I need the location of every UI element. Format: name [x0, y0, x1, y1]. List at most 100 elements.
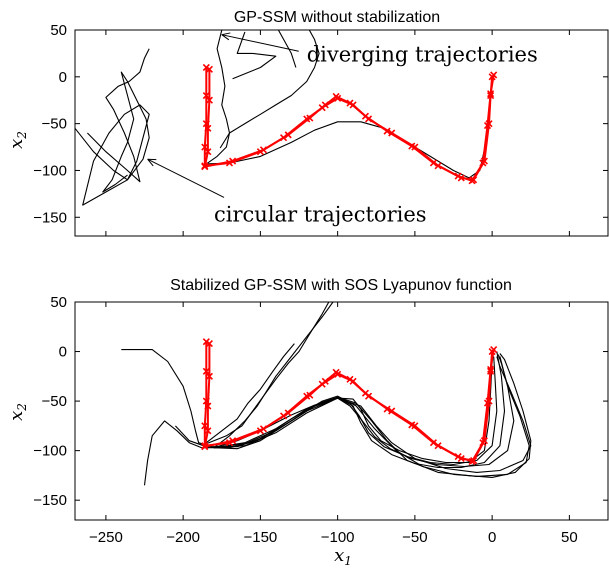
panel-bottom-plot-area: [121, 302, 532, 486]
series-demonstration-1: [203, 69, 495, 182]
marker-1-19: [483, 399, 492, 407]
ytick-label-4: −150: [33, 209, 67, 226]
marker-1-17: [468, 177, 476, 185]
panel-top-plot-area: [75, 30, 498, 206]
annotation-arrowhead-circular: [147, 158, 157, 167]
marker-1-15: [429, 439, 437, 447]
marker-1-16: [454, 453, 462, 461]
panel-bottom-frame: [74, 301, 609, 521]
marker-1-3: [204, 148, 212, 156]
marker-1-18: [479, 439, 487, 447]
xtick-label-4: −50: [402, 529, 427, 546]
marker-1-13: [383, 405, 391, 413]
marker-1-6: [259, 425, 268, 433]
ytick-label-0: 50: [50, 22, 67, 39]
marker-1-10: [332, 92, 340, 101]
annotation-arrow-diverging: [221, 34, 299, 52]
marker-1-15: [429, 159, 437, 167]
marker-1-5: [229, 437, 237, 445]
marker-1-21: [490, 71, 498, 79]
marker-1-16: [454, 172, 462, 180]
panel-top-title: GP-SSM without stabilization: [234, 9, 440, 26]
xtick-label-1: −200: [166, 529, 200, 546]
panel-top: GP-SSM without stabilization 50 0 −50 −100 −…: [6, 9, 609, 237]
series-stabilized-10: [206, 302, 330, 445]
series-diverging-5: [232, 31, 277, 80]
marker-1-2: [204, 402, 212, 410]
annotation-arrowhead-diverging: [221, 32, 231, 41]
marker-0-1: [202, 91, 210, 100]
ytick-label-1: 0: [59, 344, 67, 361]
series-circular-8: [87, 48, 150, 183]
marker-1-6: [259, 146, 268, 154]
marker-1-18: [479, 159, 487, 167]
annotation-circular: circular trajectories: [214, 202, 426, 226]
marker-1-2: [204, 124, 212, 132]
panel-top-annotations: diverging trajectories circular trajector…: [147, 32, 538, 226]
marker-1-14: [408, 421, 416, 429]
marker-1-20: [487, 90, 495, 98]
panel-bottom-title: Stabilized GP-SSM with SOS Lyapunov func…: [170, 277, 512, 294]
ytick-label-0: 50: [50, 294, 67, 311]
annotation-arrow-circular: [147, 158, 225, 198]
xtick-label-2: −150: [243, 529, 277, 546]
marker-1-7: [284, 409, 292, 417]
series-diverging-3: [205, 30, 231, 165]
series-stabilized-9: [213, 302, 334, 449]
ytick-label-1: 0: [59, 69, 67, 86]
ytick-label-2: −50: [42, 116, 67, 133]
marker-1-13: [383, 127, 391, 135]
panel-top-y-axis: 50 0 −50 −100 −150: [33, 22, 608, 236]
marker-1-0: [205, 65, 213, 73]
series-reproduction-2: [206, 81, 493, 179]
marker-1-4: [201, 443, 209, 451]
series-stabilized-4: [143, 353, 532, 486]
series-stabilized-11: [205, 343, 295, 444]
marker-1-8: [306, 391, 314, 399]
ytick-label-2: −50: [42, 393, 67, 410]
marker-0-1: [202, 367, 210, 375]
marker-1-20: [487, 365, 495, 373]
marker-1-10: [332, 368, 340, 376]
marker-1-1: [205, 96, 213, 104]
marker-1-9: [321, 101, 329, 109]
marker-1-1: [205, 372, 213, 380]
panel-bottom-ylabel: x2: [6, 403, 29, 421]
marker-1-12: [361, 389, 370, 397]
xtick-label-0: −250: [89, 529, 123, 546]
panel-top-ylabel: x2: [6, 131, 29, 149]
marker-1-5: [229, 157, 237, 165]
panel-bottom-xlabel: x1: [334, 545, 352, 568]
marker-1-11: [346, 99, 354, 107]
marker-1-7: [284, 131, 292, 139]
marker-0-3: [201, 422, 209, 430]
xtick-label-3: −100: [321, 529, 355, 546]
series-demonstration-0: [203, 67, 494, 181]
marker-1-8: [306, 114, 314, 122]
panel-bottom-x-axis: −250 −200 −150 −100 −50 0 50: [89, 302, 578, 546]
marker-1-19: [483, 121, 492, 130]
panel-bottom: Stabilized GP-SSM with SOS Lyapunov func…: [6, 277, 609, 568]
marker-1-21: [490, 345, 498, 354]
panel-bottom-y-axis: 50 0 −50 −100 −150: [33, 294, 608, 509]
marker-1-17: [468, 457, 476, 466]
series-demonstration-1: [203, 343, 495, 463]
marker-1-12: [361, 112, 370, 120]
marker-1-14: [408, 142, 416, 150]
marker-1-4: [201, 163, 209, 171]
panel-top-frame: [74, 29, 609, 237]
series-diverging-6: [277, 30, 297, 68]
marker-1-3: [204, 427, 212, 435]
annotation-diverging: diverging trajectories: [307, 42, 538, 66]
series-circular-7: [75, 71, 150, 206]
xtick-label-6: 50: [561, 529, 578, 546]
marker-0-3: [201, 143, 209, 151]
ytick-label-4: −150: [33, 492, 67, 509]
ytick-label-3: −100: [33, 443, 67, 460]
marker-1-0: [205, 340, 213, 348]
marker-1-11: [346, 375, 354, 383]
series-stabilized-7: [213, 351, 506, 469]
ytick-label-3: −100: [33, 162, 67, 179]
series-diverging-4: [219, 30, 320, 149]
